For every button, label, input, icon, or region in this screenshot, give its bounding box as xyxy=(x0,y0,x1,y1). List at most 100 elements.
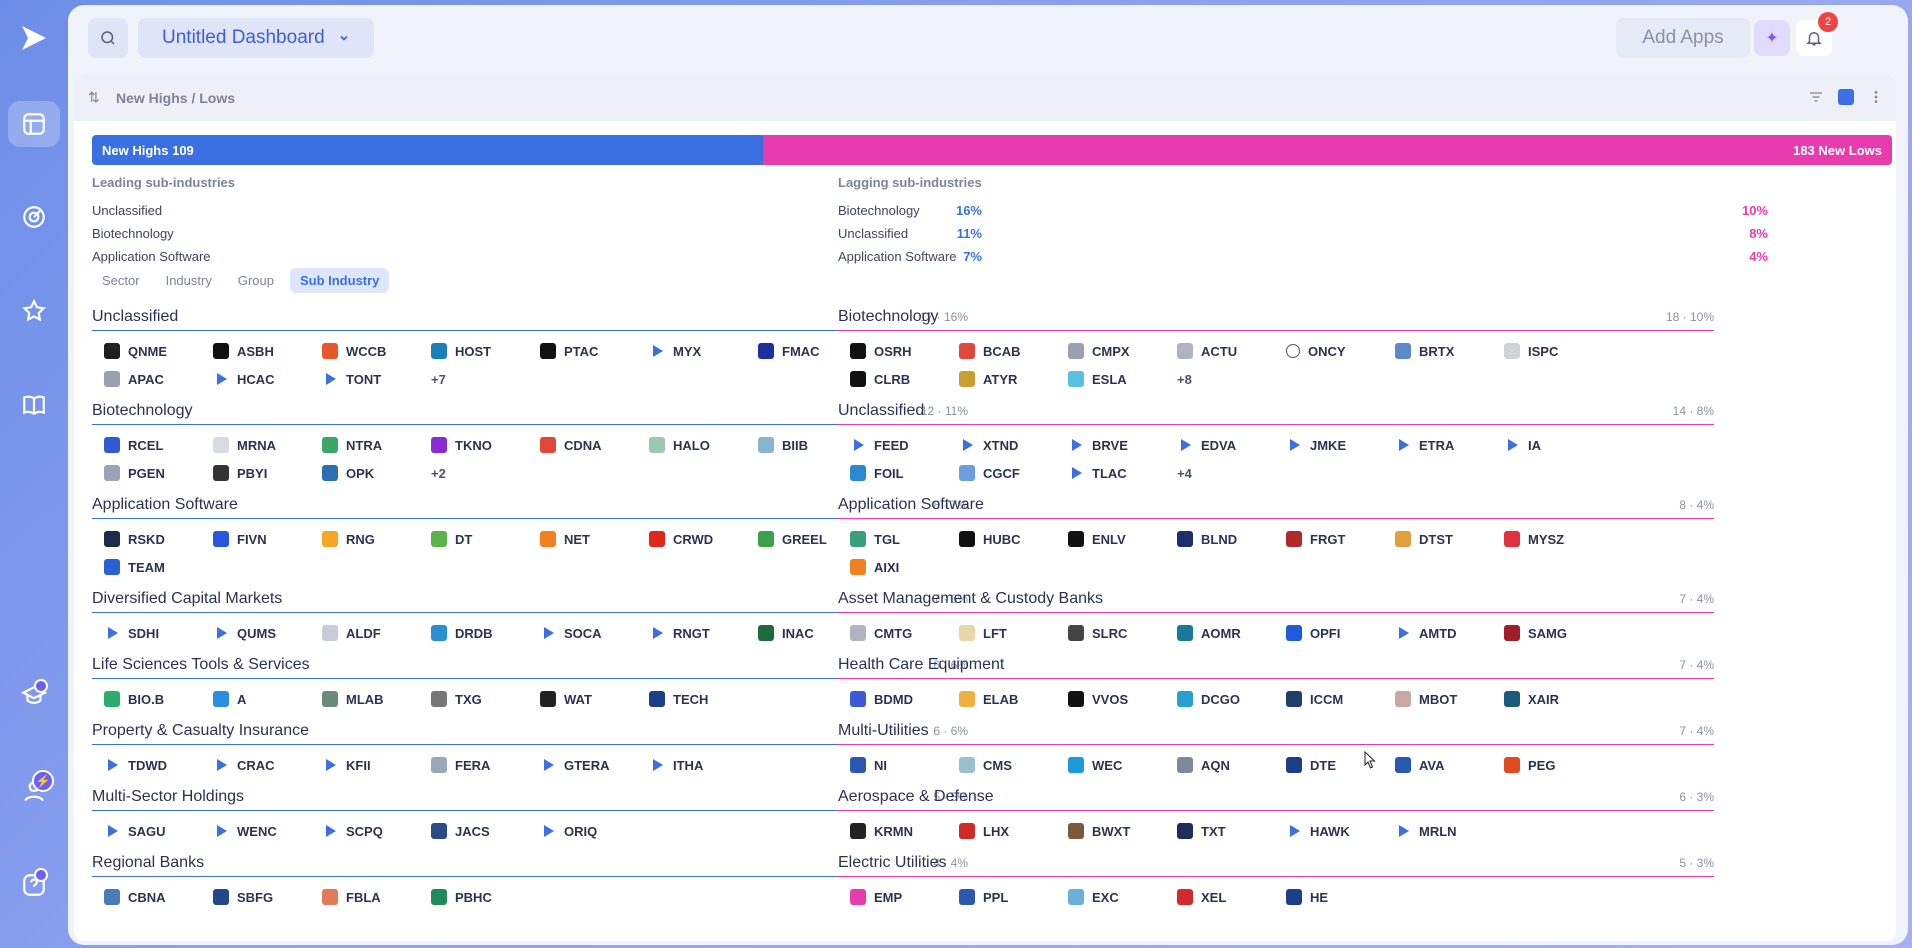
ticker-chip[interactable]: CDNA xyxy=(540,431,649,459)
ticker-chip[interactable]: MBOT xyxy=(1395,685,1504,713)
summary-row[interactable]: Biotechnology 11% xyxy=(92,222,982,245)
ticker-chip[interactable]: QNME xyxy=(104,337,213,365)
ticker-chip[interactable]: XAIR xyxy=(1504,685,1613,713)
ticker-chip[interactable]: FBLA xyxy=(322,883,431,911)
ticker-chip[interactable]: HAWK xyxy=(1286,817,1395,845)
group-header[interactable]: Multi-Sector Holdings 5 · 5% xyxy=(92,783,968,811)
ticker-chip[interactable]: CMTG xyxy=(850,619,959,647)
ticker-chip[interactable]: BDMD xyxy=(850,685,959,713)
ticker-chip[interactable]: CRWD xyxy=(649,525,758,553)
ticker-chip[interactable]: ISPC xyxy=(1504,337,1613,365)
ticker-chip[interactable]: ONCY xyxy=(1286,337,1395,365)
ticker-chip[interactable]: CGCF xyxy=(959,459,1068,487)
ticker-chip[interactable]: APAC xyxy=(104,365,213,393)
group-header[interactable]: Health Care Equipment 7 · 4% xyxy=(838,651,1714,679)
ticker-chip[interactable]: FRGT xyxy=(1286,525,1395,553)
ticker-chip[interactable]: PEG xyxy=(1504,751,1613,779)
new-highs-segment[interactable]: New Highs 109 xyxy=(92,135,764,165)
ticker-chip[interactable]: KRMN xyxy=(850,817,959,845)
ticker-chip[interactable]: ESLA xyxy=(1068,365,1177,393)
tab-sector[interactable]: Sector xyxy=(102,273,140,288)
ticker-chip[interactable]: TECH xyxy=(649,685,758,713)
ticker-chip[interactable]: OPFI xyxy=(1286,619,1395,647)
group-header[interactable]: Asset Management & Custody Banks 7 · 4% xyxy=(838,585,1714,613)
ticker-chip[interactable]: WCCB xyxy=(322,337,431,365)
ticker-chip[interactable]: AVA xyxy=(1395,751,1504,779)
group-header[interactable]: Electric Utilities 5 · 3% xyxy=(838,849,1714,877)
tab-industry[interactable]: Industry xyxy=(165,273,212,288)
summary-row[interactable]: Unclassified 16% xyxy=(92,199,982,222)
ticker-chip[interactable]: DTE xyxy=(1286,751,1395,779)
ticker-chip[interactable]: FOIL xyxy=(850,459,959,487)
ticker-chip[interactable]: HOST xyxy=(431,337,540,365)
ticker-chip[interactable]: SOCA xyxy=(540,619,649,647)
ticker-chip[interactable]: GREEL xyxy=(758,525,867,553)
ticker-chip[interactable]: SCPQ xyxy=(322,817,431,845)
group-header[interactable]: Property & Casualty Insurance 6 · 6% xyxy=(92,717,968,745)
ticker-chip[interactable]: OSRH xyxy=(850,337,959,365)
group-header[interactable]: Diversified Capital Markets 7 · 6% xyxy=(92,585,968,613)
ticker-chip[interactable]: FIVN xyxy=(213,525,322,553)
group-header[interactable]: Unclassified 17 · 16% xyxy=(92,303,968,331)
rail-library-button[interactable] xyxy=(8,382,60,428)
ticker-chip[interactable]: TLAC xyxy=(1068,459,1177,487)
ticker-chip[interactable]: RCEL xyxy=(104,431,213,459)
ticker-chip[interactable]: SDHI xyxy=(104,619,213,647)
summary-row[interactable]: Application Software 4% xyxy=(838,245,1768,268)
ticker-chip[interactable]: ORIQ xyxy=(540,817,649,845)
ticker-chip[interactable]: ASBH xyxy=(213,337,322,365)
ticker-chip[interactable]: GTERA xyxy=(540,751,649,779)
ticker-chip[interactable]: LFT xyxy=(959,619,1068,647)
ticker-chip[interactable]: MLAB xyxy=(322,685,431,713)
ticker-chip[interactable]: TDWD xyxy=(104,751,213,779)
ticker-chip[interactable]: JMKE xyxy=(1286,431,1395,459)
ticker-chip[interactable]: OPK xyxy=(322,459,431,487)
rail-dashboard-button[interactable] xyxy=(8,101,60,147)
filter-icon[interactable] xyxy=(1808,89,1824,105)
ticker-chip[interactable]: DCGO xyxy=(1177,685,1286,713)
ticker-chip[interactable]: XTND xyxy=(959,431,1068,459)
ticker-chip[interactable]: FMAC xyxy=(758,337,867,365)
summary-row[interactable]: Unclassified 8% xyxy=(838,222,1768,245)
ticker-chip[interactable]: MYSZ xyxy=(1504,525,1613,553)
logo-icon[interactable] xyxy=(18,22,50,54)
ticker-chip[interactable]: MRNA xyxy=(213,431,322,459)
ticker-chip[interactable]: WEC xyxy=(1068,751,1177,779)
group-header[interactable]: Life Sciences Tools & Services 6 · 6% xyxy=(92,651,968,679)
rail-user-button[interactable]: ⚡ xyxy=(8,768,60,814)
search-button[interactable] xyxy=(88,18,128,58)
tab-group[interactable]: Group xyxy=(237,273,274,288)
ticker-chip[interactable]: AMTD xyxy=(1395,619,1504,647)
ticker-chip[interactable]: TEAM xyxy=(104,553,213,581)
color-link-button[interactable] xyxy=(1838,89,1854,105)
ticker-chip[interactable]: IA xyxy=(1504,431,1613,459)
ticker-chip[interactable]: HE xyxy=(1286,883,1395,911)
ticker-chip[interactable]: NI xyxy=(850,751,959,779)
rail-help-button[interactable] xyxy=(8,862,60,908)
ticker-chip[interactable]: PPL xyxy=(959,883,1068,911)
group-header[interactable]: Biotechnology 12 · 11% xyxy=(92,397,968,425)
ticker-chip[interactable]: EDVA xyxy=(1177,431,1286,459)
group-header[interactable]: Aerospace & Defense 6 · 3% xyxy=(838,783,1714,811)
ticker-chip[interactable]: BLND xyxy=(1177,525,1286,553)
ticker-chip[interactable]: QUMS xyxy=(213,619,322,647)
more-vertical-icon[interactable] xyxy=(1868,89,1884,105)
rail-learn-button[interactable] xyxy=(8,673,60,719)
ticker-chip[interactable]: DRDB xyxy=(431,619,540,647)
tab-sub-industry[interactable]: Sub Industry xyxy=(289,268,390,293)
ticker-chip[interactable]: TKNO xyxy=(431,431,540,459)
ticker-chip[interactable]: CRAC xyxy=(213,751,322,779)
ticker-chip[interactable]: EMP xyxy=(850,883,959,911)
group-header[interactable]: Unclassified 14 · 8% xyxy=(838,397,1714,425)
dashboard-selector[interactable]: Untitled Dashboard xyxy=(138,18,374,58)
ticker-chip[interactable]: BIIB xyxy=(758,431,867,459)
ticker-chip[interactable]: WENC xyxy=(213,817,322,845)
ticker-chip[interactable]: ENLV xyxy=(1068,525,1177,553)
ticker-chip[interactable]: PBHC xyxy=(431,883,540,911)
ticker-chip[interactable]: XEL xyxy=(1177,883,1286,911)
ticker-chip[interactable]: FEED xyxy=(850,431,959,459)
ticker-chip[interactable]: BRVE xyxy=(1068,431,1177,459)
more-tickers-button[interactable]: +4 xyxy=(1177,465,1192,481)
ticker-chip[interactable]: NTRA xyxy=(322,431,431,459)
ticker-chip[interactable]: MRLN xyxy=(1395,817,1504,845)
